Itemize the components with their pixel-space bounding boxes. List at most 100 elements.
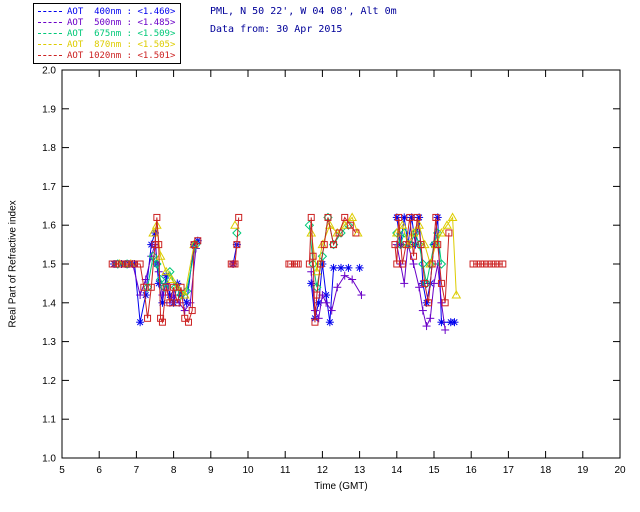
x-axis-label: Time (GMT) (314, 481, 368, 492)
triangle-marker (179, 290, 190, 299)
square-shape (441, 299, 449, 307)
square-marker (402, 241, 410, 249)
square-shape (157, 314, 165, 322)
triangle-shape (166, 274, 177, 284)
ast-d2 (401, 214, 408, 221)
square-marker (413, 213, 421, 221)
square-marker (410, 252, 418, 260)
asterisk-marker (344, 263, 353, 272)
square-shape (421, 279, 429, 287)
square-marker (151, 241, 159, 249)
triangle-shape (306, 227, 317, 237)
square-marker (118, 260, 126, 268)
station-info-text: PML, N 50 22', W 04 08', Alt 0m (210, 6, 397, 17)
square-marker (484, 260, 492, 268)
square-marker (445, 229, 453, 237)
square-marker (469, 260, 477, 268)
square-shape (121, 260, 129, 268)
diamond-shape (414, 239, 424, 250)
ast-d2 (337, 264, 345, 272)
plus-marker (415, 283, 424, 292)
y-tick-label: 1.0 (42, 454, 56, 465)
triangle-shape (442, 220, 452, 229)
triangle-shape (419, 239, 430, 249)
plus-marker (136, 291, 145, 300)
square-marker (441, 299, 449, 307)
y-tick-label: 1.9 (42, 104, 56, 115)
square-shape (488, 260, 496, 268)
x-tick-label: 8 (171, 465, 177, 476)
x-tick-label: 9 (208, 465, 214, 476)
triangle-shape (436, 227, 447, 237)
square-marker (324, 213, 332, 221)
square-shape (434, 241, 442, 249)
triangle-marker (311, 266, 322, 276)
square-shape (108, 260, 116, 268)
y-tick-label: 1.3 (42, 337, 56, 348)
triangle-marker (339, 220, 350, 229)
legend-entry-w400: AOT 400nm : <1.460> (38, 6, 175, 17)
triangle-marker (230, 220, 240, 229)
legend-line-sample (38, 22, 62, 23)
square-shape (499, 260, 507, 268)
square-shape (395, 213, 403, 221)
x-tick-label: 11 (280, 465, 291, 476)
diamond-marker (425, 259, 435, 269)
axis-frame (61, 69, 621, 459)
square-marker (153, 213, 161, 221)
triangle-shape (148, 227, 159, 237)
square-marker (181, 314, 189, 322)
square-marker (140, 283, 148, 291)
y-tick-label: 1.4 (42, 298, 56, 309)
square-shape (410, 252, 418, 260)
square-marker (417, 241, 425, 249)
triangle-marker (391, 227, 402, 237)
square-marker (320, 241, 328, 249)
square-shape (469, 260, 477, 268)
triangle-marker (451, 290, 462, 299)
square-shape (317, 260, 325, 268)
x-tick-label: 5 (59, 465, 65, 476)
diamond-marker (142, 282, 153, 292)
y-tick-label: 1.5 (42, 260, 56, 271)
square-shape (473, 260, 481, 268)
square-shape (158, 318, 166, 326)
square-marker (144, 314, 152, 322)
square-shape (391, 241, 399, 249)
diamond-shape (436, 259, 447, 269)
square-shape (477, 260, 484, 268)
asterisk-marker (450, 318, 459, 327)
triangle-shape (172, 282, 183, 291)
triangle-shape (451, 290, 462, 299)
x-tick-label: 17 (503, 465, 515, 476)
plus-marker (186, 298, 195, 307)
diamond-marker (317, 251, 328, 261)
square-marker (499, 260, 507, 268)
series-line-w1020 (394, 217, 450, 303)
series-line-w1020 (231, 217, 240, 265)
plus-marker (322, 298, 331, 307)
square-marker (188, 307, 196, 315)
triangle-shape (161, 266, 172, 276)
square-marker (311, 318, 319, 326)
x-tick-label: 19 (577, 465, 589, 476)
diamond-shape (142, 282, 153, 292)
square-shape (402, 241, 410, 249)
y-tick-label: 2.0 (42, 66, 56, 77)
square-shape (324, 213, 332, 221)
plus-marker (340, 271, 349, 280)
x-tick-label: 10 (242, 465, 254, 476)
data-date-text: Data from: 30 Apr 2015 (210, 24, 343, 35)
square-shape (235, 213, 243, 221)
y-tick-label: 1.8 (42, 143, 56, 154)
plus-marker (180, 306, 189, 315)
triangle-shape (447, 212, 458, 221)
diamond-marker (399, 228, 409, 238)
square-shape (311, 318, 319, 326)
plus-marker (426, 314, 435, 323)
asterisk-marker (355, 263, 364, 272)
square-marker (473, 260, 481, 268)
square-shape (173, 299, 181, 307)
square-shape (181, 314, 189, 322)
square-shape (231, 260, 239, 268)
